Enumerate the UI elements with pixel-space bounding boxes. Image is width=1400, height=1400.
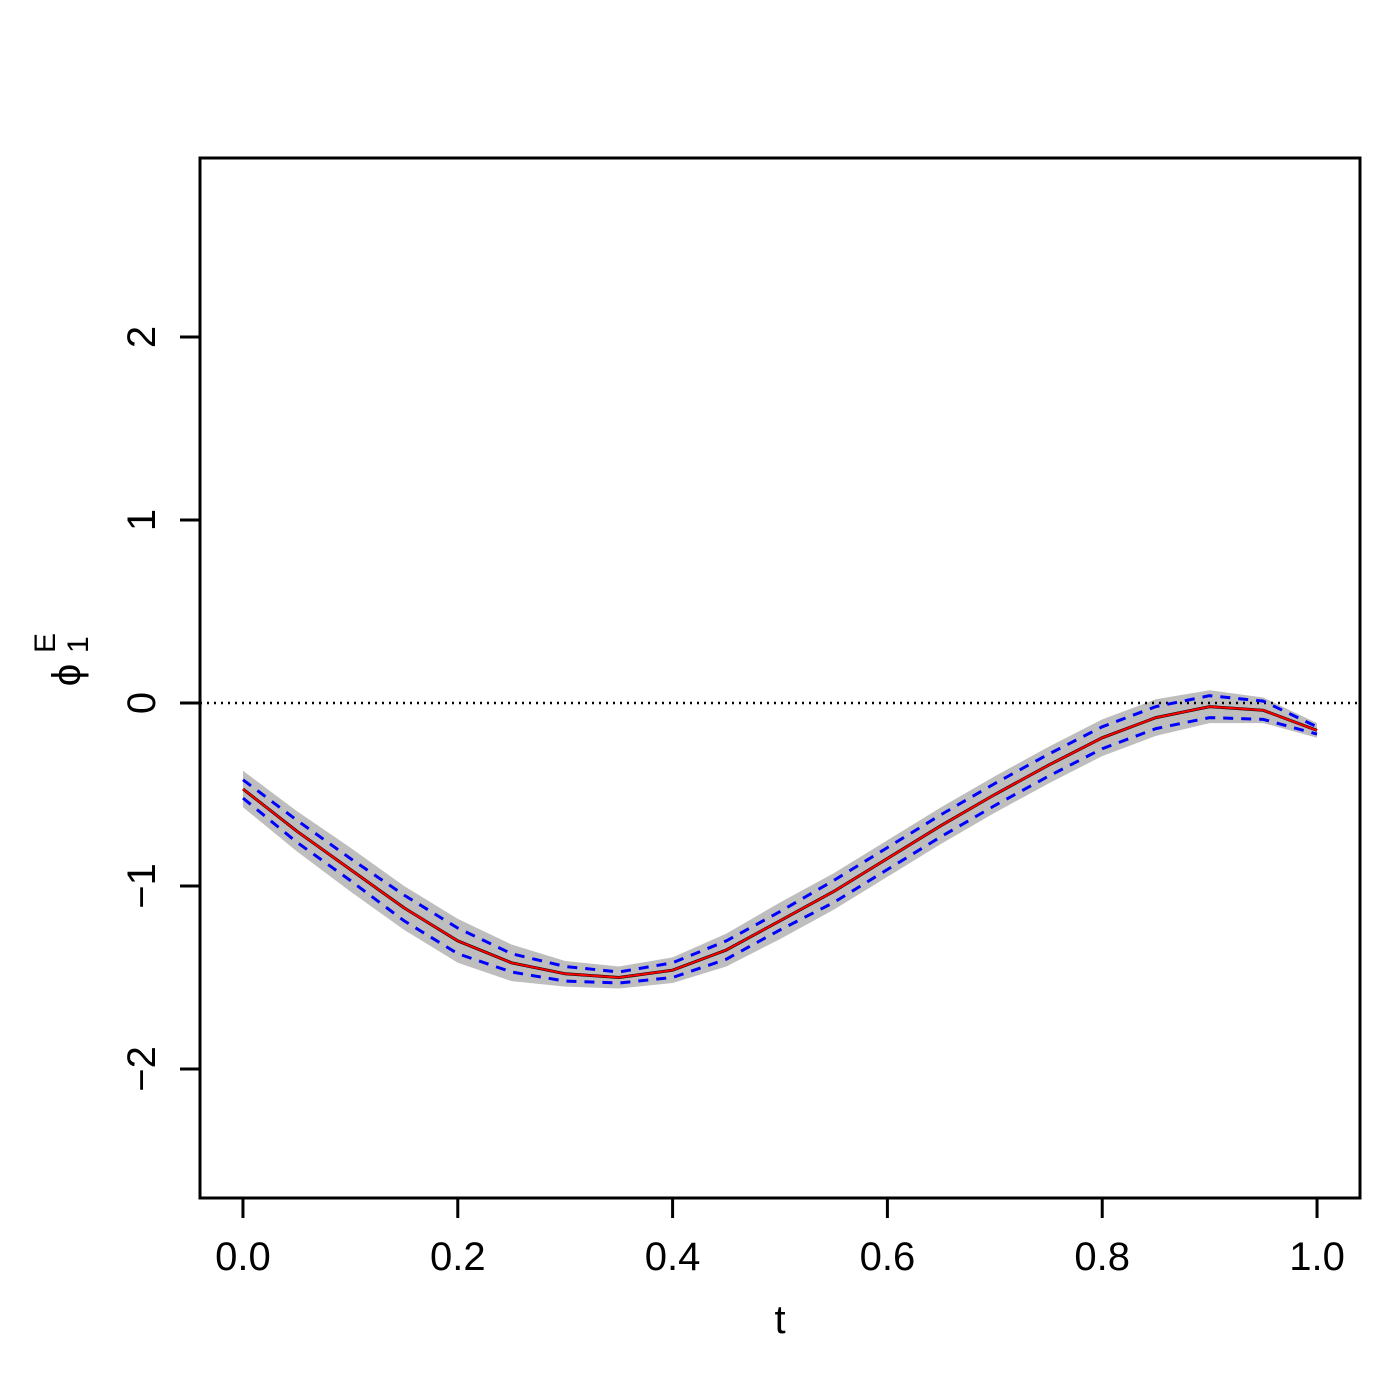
x-tick-label: 0.2	[430, 1235, 486, 1279]
y-tick-label: 0	[120, 692, 164, 714]
y-tick-label: −2	[120, 1046, 164, 1092]
x-tick-label: 0.0	[215, 1235, 271, 1279]
y-tick-label: −1	[120, 863, 164, 909]
series-line	[242, 705, 1318, 979]
y-label-sup: E	[29, 633, 62, 653]
x-axis-label: t	[774, 1298, 785, 1342]
y-label-base: ϕ	[45, 664, 89, 686]
plot-frame	[198, 156, 1362, 1200]
x-tick-label: 1.0	[1289, 1235, 1345, 1279]
y-tick-label: 1	[120, 509, 164, 531]
y-label-sub: 1	[62, 636, 95, 653]
y-tick-label: 2	[120, 326, 164, 348]
x-tick-label: 0.8	[1074, 1235, 1130, 1279]
y-axis-label: ϕ 1 E	[29, 633, 95, 686]
confidence-band	[243, 690, 1317, 989]
series-line	[242, 694, 1318, 974]
x-tick-label: 0.6	[860, 1235, 916, 1279]
series-line	[242, 716, 1318, 985]
x-tick-label: 0.4	[645, 1235, 701, 1279]
